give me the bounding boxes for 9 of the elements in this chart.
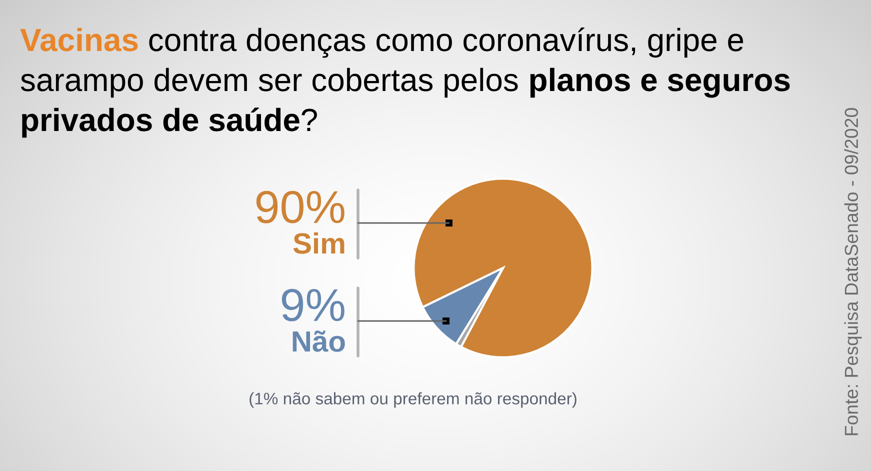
pie-slice bbox=[422, 266, 504, 346]
slice-label: Sim bbox=[293, 232, 344, 254]
text: (1% não sabem ou preferem não responder) bbox=[250, 392, 576, 408]
pie-slice bbox=[412, 178, 594, 358]
source-note: Fonte: Pesquisa DataSenado - 09/2020 bbox=[844, 108, 862, 436]
data-label: 90% bbox=[256, 190, 344, 224]
data-label: 9% bbox=[282, 288, 344, 322]
slice-label: Não bbox=[292, 330, 345, 352]
chart-title: Vacinas contra doenças como coronavírus, gripe e sarampo devem ser cobertas pelos planos e seguros privados de saúde? bbox=[20, 27, 790, 138]
